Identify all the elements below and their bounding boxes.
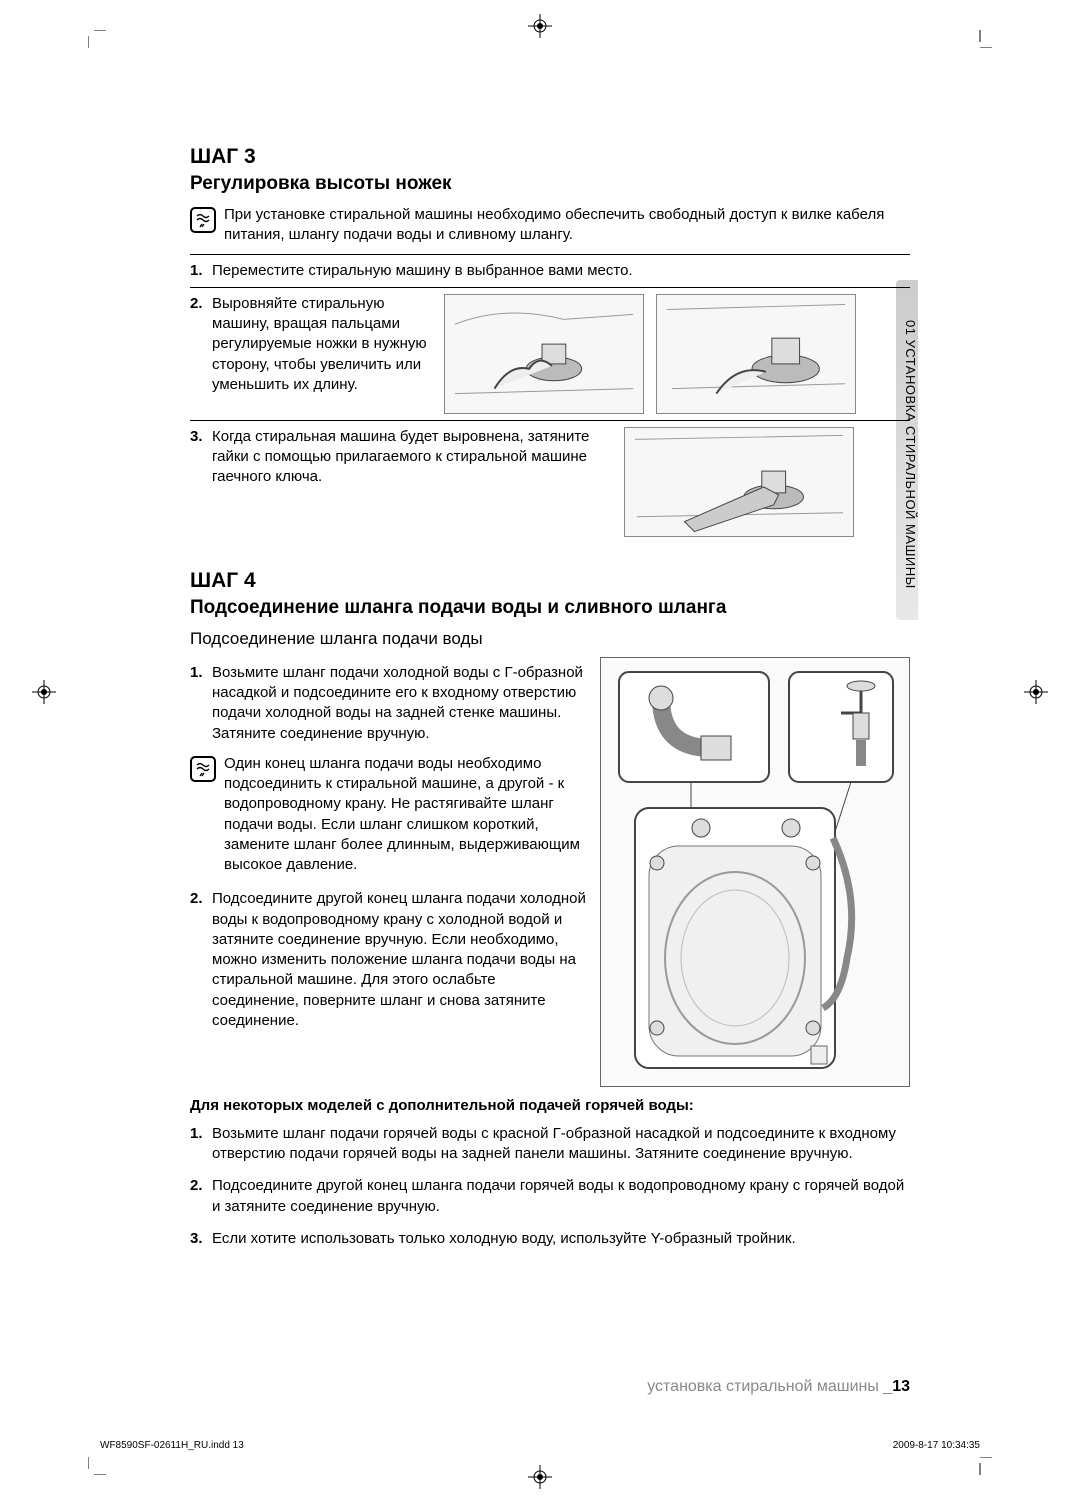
step4-title: ШАГ 4	[190, 569, 910, 593]
illustration-leveling-foot-hand	[444, 294, 644, 414]
crop-mark	[974, 30, 992, 48]
step3-subtitle: Регулировка высоты ножек	[190, 173, 910, 195]
registration-mark	[1024, 680, 1048, 704]
step3-item-1: Переместите стиральную машину в выбранно…	[190, 254, 910, 287]
page-footer: установка стиральной машины _13	[190, 1378, 910, 1396]
step3-list: Переместите стиральную машину в выбранно…	[190, 254, 910, 543]
step4-subheading: Подсоединение шланга подачи воды	[190, 629, 910, 649]
page-content: ШАГ 3 Регулировка высоты ножек При устан…	[190, 145, 910, 1255]
note-icon	[190, 756, 216, 782]
step3-title: ШАГ 3	[190, 145, 910, 169]
step3-item-3-text: Когда стиральная машина будет выровнена,…	[212, 427, 612, 537]
crop-mark	[88, 1457, 106, 1475]
step3-item-3: Когда стиральная машина будет выровнена,…	[190, 420, 910, 543]
hot-item-2: Подсоедините другой конец шланга подачи …	[190, 1170, 910, 1223]
note-block-2: Один конец шланга подачи воды необходимо…	[190, 754, 586, 876]
page-number: 13	[892, 1378, 910, 1395]
hot-water-list: Возьмите шланг подачи горячей воды с кра…	[190, 1118, 910, 1255]
note-text-2: Один конец шланга подачи воды необходимо…	[224, 754, 586, 876]
step4-list-2: Подсоедините другой конец шланга подачи …	[190, 883, 586, 1037]
registration-mark	[528, 14, 552, 38]
step4-subtitle: Подсоединение шланга подачи воды и сливн…	[190, 597, 910, 619]
step4-list: Возьмите шланг подачи холодной воды с Г-…	[190, 657, 586, 750]
print-date: 2009-8-17 10:34:35	[893, 1440, 980, 1451]
step3-item-2-text: Выровняйте стиральную машину, вращая пал…	[212, 294, 432, 414]
crop-mark	[974, 1457, 992, 1475]
step3-item-2: Выровняйте стиральную машину, вращая пал…	[190, 287, 910, 420]
footer-text: установка стиральной машины _	[647, 1378, 892, 1395]
illustration-water-hose-connection	[600, 657, 910, 1087]
step4-item-1: Возьмите шланг подачи холодной воды с Г-…	[190, 657, 586, 750]
registration-mark	[528, 1465, 552, 1489]
print-file: WF8590SF-02611H_RU.indd 13	[100, 1440, 244, 1451]
print-metadata: WF8590SF-02611H_RU.indd 13 2009-8-17 10:…	[100, 1440, 980, 1451]
illustration-wrench-tighten	[624, 427, 854, 537]
note-block: При установке стиральной машины необходи…	[190, 205, 910, 246]
hot-item-3: Если хотите использовать только холодную…	[190, 1223, 910, 1255]
hot-item-1: Возьмите шланг подачи горячей воды с кра…	[190, 1118, 910, 1171]
registration-mark	[32, 680, 56, 704]
hot-water-heading: Для некоторых моделей с дополнительной п…	[190, 1097, 910, 1114]
crop-mark	[88, 30, 106, 48]
note-icon	[190, 207, 216, 233]
illustration-leveling-foot-closeup	[656, 294, 856, 414]
note-text: При установке стиральной машины необходи…	[224, 205, 910, 246]
step4-item-2: Подсоедините другой конец шланга подачи …	[190, 883, 586, 1037]
